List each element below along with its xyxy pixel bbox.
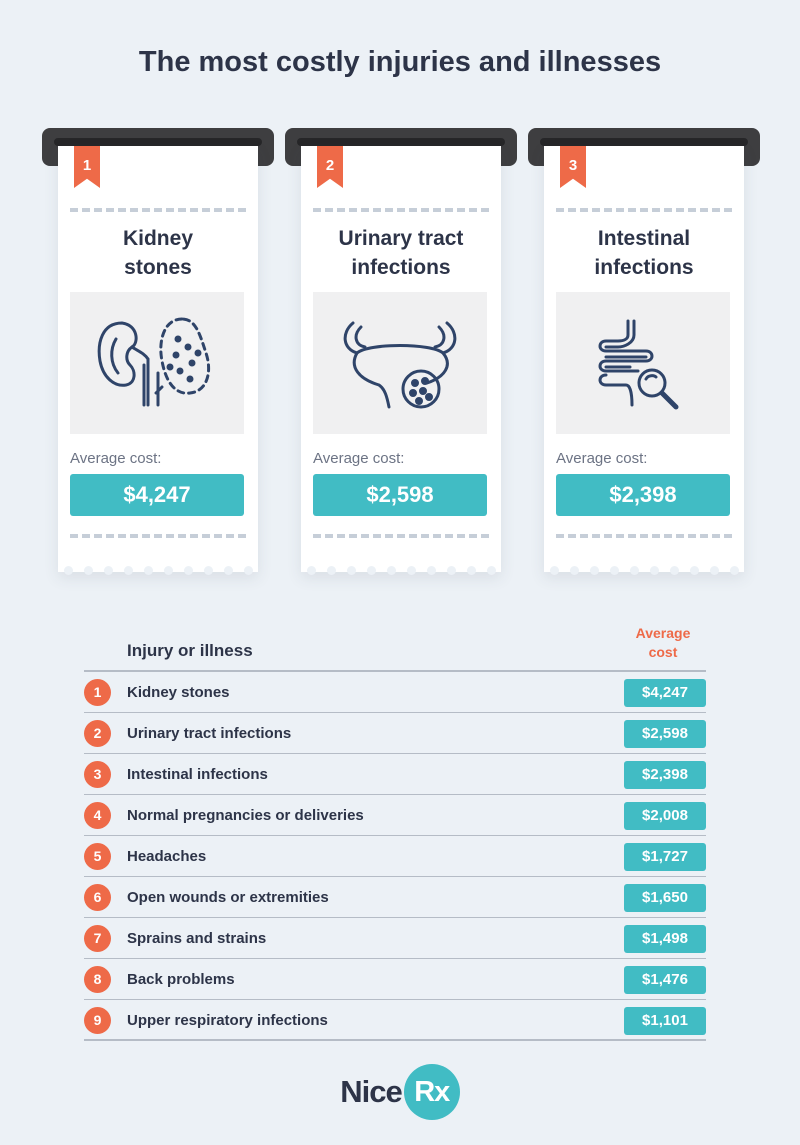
page-title: The most costly injuries and illnesses [138,46,662,78]
table-row: 7 Sprains and strains $1,498 [84,918,706,959]
rank-badge: 4 [84,802,111,829]
table-row: 5 Headaches $1,727 [84,836,706,877]
row-cost: $1,498 [624,925,706,953]
row-name: Headaches [127,848,207,865]
row-cost: $2,598 [624,720,706,748]
row-name: Urinary tract infections [127,725,292,742]
header-injury-or-illness: Injury or illness [127,641,253,660]
rank-badge: 7 [84,925,111,952]
row-name: Back problems [127,971,235,988]
table-row: 2 Urinary tract infections $2,598 [84,713,706,754]
rank-ribbon: 3 [560,146,586,188]
divider [70,534,246,538]
card-title-line1: Intestinal [597,227,691,250]
rank-badge: 1 [84,679,111,706]
divider [313,534,489,538]
table-row: 3 Intestinal infections $2,398 [84,754,706,795]
rank-badge: 8 [84,966,111,993]
card-title: Kidney stones [58,224,258,282]
table-row: 6 Open wounds or extremities $1,650 [84,877,706,918]
row-cost: $1,476 [624,966,706,994]
card-urinary-tract-infections: 2 Urinary tract infections Average cost:… [285,128,517,588]
average-cost-value: $2,598 [313,474,487,516]
row-name: Upper respiratory infections [127,1012,328,1029]
average-cost-label: Average cost: [556,450,648,467]
table-row: 1 Kidney stones $4,247 [84,672,706,713]
average-cost-value: $4,247 [70,474,244,516]
card-intestinal-infections: 3 Intestinal infections Average cost: $2… [528,128,760,588]
card-title: Intestinal infections [544,224,744,282]
kidney-icon [70,292,244,434]
rank-number: 1 [82,157,92,174]
card-title: Urinary tract infections [301,224,501,282]
rank-number: 2 [325,157,335,174]
row-cost: $1,101 [624,1007,706,1035]
receipt: 1 Kidney stones Average cost: $4,247 [58,146,258,575]
row-cost: $2,398 [624,761,706,789]
row-cost: $1,727 [624,843,706,871]
row-cost: $2,008 [624,802,706,830]
intestine-magnifier-icon [556,292,730,434]
row-name: Kidney stones [127,684,230,701]
divider [313,208,489,212]
header-average-cost: Average cost [628,624,698,662]
receipt-edge [58,566,258,576]
rank-badge: 2 [84,720,111,747]
receipt: 2 Urinary tract infections Average cost:… [301,146,501,575]
card-kidney-stones: 1 Kidney stones Average cost: $4,247 [42,128,274,588]
divider [70,208,246,212]
rank-ribbon: 1 [74,146,100,188]
table-row: 4 Normal pregnancies or deliveries $2,008 [84,795,706,836]
divider [556,208,732,212]
receipt-edge [544,566,744,576]
card-title-line2: infections [594,256,694,279]
rank-number: 3 [568,157,578,174]
average-cost-value: $2,398 [556,474,730,516]
row-name: Normal pregnancies or deliveries [127,807,364,824]
rank-badge: 9 [84,1007,111,1034]
table-header: Injury or illness Average cost [84,620,706,672]
card-title-line2: stones [124,256,192,279]
rank-ribbon: 2 [317,146,343,188]
logo-rx-circle: Rx [403,1064,460,1120]
row-cost: $1,650 [624,884,706,912]
header-cost-line1: Average [635,625,691,641]
row-name: Open wounds or extremities [127,889,329,906]
divider [556,534,732,538]
card-title-line1: Urinary tract [338,227,464,250]
cost-table: Injury or illness Average cost 1 Kidney s… [84,620,706,1041]
card-title-line1: Kidney [122,227,193,250]
average-cost-label: Average cost: [313,450,405,467]
row-name: Sprains and strains [127,930,267,947]
logo-text-nice: Nice [340,1074,402,1109]
rank-badge: 5 [84,843,111,870]
row-cost: $4,247 [624,679,706,707]
rank-badge: 6 [84,884,111,911]
row-name: Intestinal infections [127,766,268,783]
bladder-icon [313,292,487,434]
average-cost-label: Average cost: [70,450,162,467]
receipt-edge [301,566,501,576]
header-cost-line2: cost [648,644,678,660]
nicerx-logo: Nice Rx [0,1064,800,1120]
rank-badge: 3 [84,761,111,788]
table-row: 8 Back problems $1,476 [84,959,706,1000]
receipt: 3 Intestinal infections Average cost: $2… [544,146,744,575]
table-row: 9 Upper respiratory infections $1,101 [84,1000,706,1041]
card-title-line2: infections [351,256,451,279]
